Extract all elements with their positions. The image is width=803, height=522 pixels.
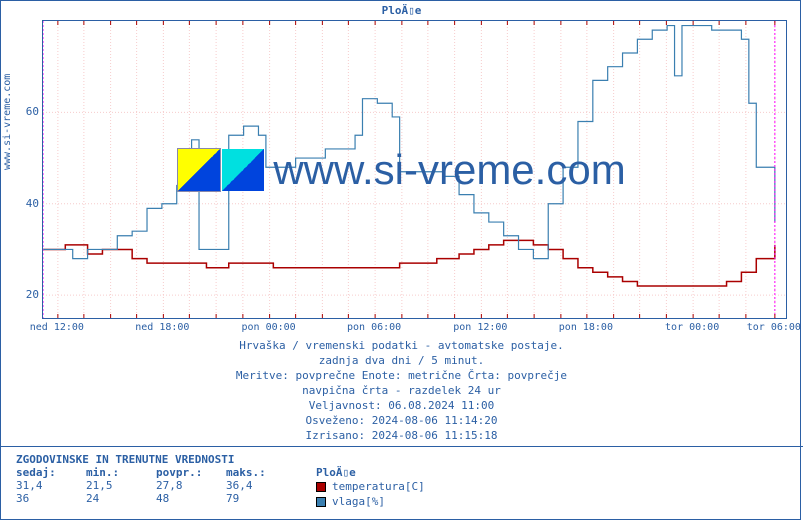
meta-line: zadnja dva dni / 5 minut. <box>0 353 803 368</box>
x-tick-label: ned 12:00 <box>27 322 87 333</box>
legend-swatch-icon <box>316 482 326 492</box>
footer-title: ZGODOVINSKE IN TRENUTNE VREDNOSTI <box>0 453 803 466</box>
legend-item: vlaga[%] <box>316 494 425 509</box>
meta-line: Meritve: povprečne Enote: metrične Črta:… <box>0 368 803 383</box>
stats-value: 24 <box>86 492 156 505</box>
footer: ZGODOVINSKE IN TRENUTNE VREDNOSTI sedaj:… <box>0 446 803 509</box>
x-tick-label: pon 18:00 <box>556 322 616 333</box>
x-tick-label: tor 06:00 <box>744 322 803 333</box>
stats-table: sedaj:min.:povpr.:maks.: 31,421,527,836,4… <box>0 466 296 505</box>
stats-header: maks.: <box>226 466 296 479</box>
meta-line: Veljavnost: 06.08.2024 11:00 <box>0 398 803 413</box>
side-url: www.si-vreme.com <box>2 74 13 170</box>
stats-value: 27,8 <box>156 479 226 492</box>
meta-block: Hrvaška / vremenski podatki - avtomatske… <box>0 338 803 443</box>
x-tick-label: pon 12:00 <box>450 322 510 333</box>
x-tick-label: pon 00:00 <box>239 322 299 333</box>
legend-label: vlaga[%] <box>332 495 385 508</box>
stats-value: 31,4 <box>16 479 86 492</box>
stats-value: 21,5 <box>86 479 156 492</box>
chart-title: PloÄ▯e <box>0 4 803 17</box>
meta-line: Hrvaška / vremenski podatki - avtomatske… <box>0 338 803 353</box>
meta-line: Osveženo: 2024-08-06 11:14:20 <box>0 413 803 428</box>
x-tick-label: ned 18:00 <box>132 322 192 333</box>
stats-value: 36,4 <box>226 479 296 492</box>
legend-label: temperatura[C] <box>332 480 425 493</box>
stats-value: 79 <box>226 492 296 505</box>
legend: PloÄ▯etemperatura[C] vlaga[%] <box>316 466 425 509</box>
meta-line: navpična črta - razdelek 24 ur <box>0 383 803 398</box>
stats-header: sedaj: <box>16 466 86 479</box>
y-tick-label: 40 <box>3 197 39 210</box>
stats-header: min.: <box>86 466 156 479</box>
x-tick-label: tor 00:00 <box>662 322 722 333</box>
stats-value: 48 <box>156 492 226 505</box>
side-url-text: www.si-vreme.com <box>2 74 13 170</box>
legend-title: PloÄ▯e <box>316 466 425 479</box>
chart-area <box>42 20 787 319</box>
x-tick-label: pon 06:00 <box>344 322 404 333</box>
stats-value: 36 <box>16 492 86 505</box>
chart-svg <box>43 21 786 318</box>
meta-line: Izrisano: 2024-08-06 11:15:18 <box>0 428 803 443</box>
y-tick-label: 60 <box>3 105 39 118</box>
stats-header: povpr.: <box>156 466 226 479</box>
legend-item: temperatura[C] <box>316 479 425 494</box>
y-tick-label: 20 <box>3 288 39 301</box>
legend-swatch-icon <box>316 497 326 507</box>
